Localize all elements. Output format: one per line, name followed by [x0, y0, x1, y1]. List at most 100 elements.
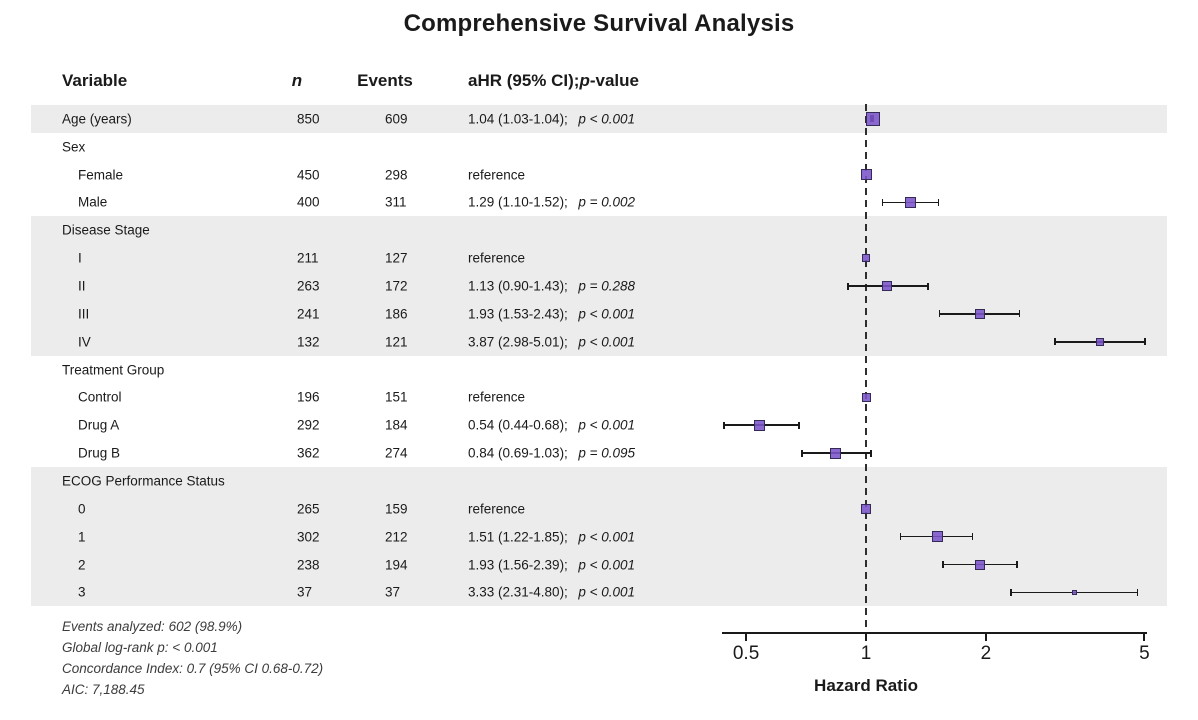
table-row: 0 265 159 reference: [31, 494, 1167, 523]
row-events-value: 121: [385, 334, 408, 350]
estimate-text: reference: [468, 167, 526, 183]
p-value-text: p < 0.001: [578, 417, 636, 433]
p-value-text: p < 0.001: [578, 306, 636, 322]
column-header-variable: Variable: [62, 71, 128, 90]
row-events-value: 212: [385, 529, 408, 545]
row-ahr-text: 1.93 (1.53-2.43); p < 0.001: [468, 306, 635, 321]
row-label: 2: [78, 557, 86, 573]
row-n-value: 265: [297, 501, 320, 517]
group-header-row: Treatment Group: [31, 355, 1167, 384]
row-label: Treatment Group: [62, 362, 165, 378]
row-label: 0: [78, 501, 86, 517]
row-events-value: 609: [385, 111, 408, 127]
row-label: Drug A: [78, 417, 120, 433]
row-events-value: 184: [385, 417, 408, 433]
row-ahr-text: 1.04 (1.03-1.04); p < 0.001: [468, 111, 635, 126]
hr-point-marker: [1096, 337, 1105, 346]
axis-tick: [865, 634, 867, 641]
row-events-value: 274: [385, 445, 408, 461]
row-n-value: 132: [297, 334, 320, 350]
estimate-text: 3.33 (2.31-4.80);: [468, 584, 572, 600]
row-ahr-text: 3.87 (2.98-5.01); p < 0.001: [468, 334, 635, 349]
ci-endcap: [938, 310, 941, 318]
axis-tick-label: 2: [980, 643, 992, 664]
row-label: Drug B: [78, 445, 121, 461]
row-label: Sex: [62, 139, 86, 155]
row-label: Disease Stage: [62, 222, 150, 238]
ci-endcap: [1054, 338, 1056, 346]
group-header-row: ECOG Performance Status: [31, 467, 1167, 495]
table-column-headers: Variable n Events aHR (95% CI); p -value: [0, 66, 1198, 96]
axis-tick: [1143, 634, 1146, 641]
table-row: Female 450 298 reference: [31, 160, 1167, 189]
hr-point-marker: [931, 531, 943, 543]
p-value-text: p = 0.288: [578, 278, 636, 294]
footnote-line: Global log-rank p: < 0.001: [62, 640, 218, 655]
hr-point-marker: [862, 254, 870, 263]
footnote-line: Concordance Index: 0.7 (95% CI 0.68-0.72…: [62, 661, 324, 676]
x-axis-title: Hazard Ratio: [814, 676, 918, 695]
row-ahr-text: 0.54 (0.44-0.68); p < 0.001: [468, 418, 635, 433]
axis-tick: [984, 634, 987, 641]
estimate-text: 1.04 (1.03-1.04);: [468, 111, 572, 127]
ci-endcap: [798, 421, 801, 429]
row-ahr-text: reference: [468, 251, 525, 266]
ci-endcap: [927, 282, 929, 290]
row-n-value: 292: [297, 417, 320, 433]
row-events-value: 186: [385, 306, 408, 322]
hr-point-marker: [904, 196, 916, 208]
row-n-value: 238: [297, 557, 320, 573]
p-italic: p: [579, 71, 590, 90]
ci-endcap: [1015, 561, 1018, 569]
group-header-row: Sex: [31, 132, 1167, 161]
table-row: IV 132 121 3.87 (2.98-5.01); p < 0.001: [31, 327, 1167, 356]
ci-endcap: [723, 421, 725, 429]
reference-line-hr1: [865, 104, 867, 634]
estimate-text: reference: [468, 250, 526, 266]
column-header-events: Events: [357, 71, 413, 90]
hr-point-marker: [865, 111, 880, 126]
row-events-value: 172: [385, 278, 408, 294]
table-row: Male 400 311 1.29 (1.10-1.52); p = 0.002: [31, 188, 1167, 217]
estimate-text: 1.29 (1.10-1.52);: [468, 194, 572, 210]
ci-endcap: [1018, 310, 1021, 318]
table-row: 3 37 37 3.33 (2.31-4.80); p < 0.001: [31, 578, 1167, 607]
column-header-ahr: aHR (95% CI); p -value: [468, 71, 639, 90]
group-header-row: Disease Stage: [31, 216, 1167, 245]
row-events-value: 194: [385, 557, 408, 573]
row-n-value: 450: [297, 167, 320, 183]
estimate-text: 1.93 (1.56-2.39);: [468, 557, 572, 573]
row-ahr-text: 1.29 (1.10-1.52); p = 0.002: [468, 195, 635, 210]
estimate-text: reference: [468, 389, 526, 405]
p-value-text: p = 0.095: [578, 445, 636, 461]
row-n-value: 263: [297, 278, 320, 294]
hr-point-marker: [974, 559, 985, 570]
axis-tick: [745, 634, 748, 641]
table-row: Drug B 362 274 0.84 (0.69-1.03); p = 0.095: [31, 439, 1167, 468]
estimate-text: 1.13 (0.90-1.43);: [468, 278, 572, 294]
row-label: Female: [78, 167, 124, 183]
ci-endcap: [942, 561, 944, 569]
column-header-n: n: [291, 71, 303, 90]
row-ahr-text: 1.51 (1.22-1.85); p < 0.001: [468, 529, 635, 544]
row-ahr-text: 3.33 (2.31-4.80); p < 0.001: [468, 585, 635, 600]
row-events-value: 298: [385, 167, 408, 183]
row-n-value: 302: [297, 529, 320, 545]
estimate-text: reference: [468, 501, 526, 517]
estimate-text: 0.84 (0.69-1.03);: [468, 445, 572, 461]
ci-endcap: [1143, 338, 1146, 346]
table-row: 1 302 212 1.51 (1.22-1.85); p < 0.001: [31, 522, 1167, 551]
row-label: Age (years): [62, 111, 132, 127]
row-label: 1: [78, 529, 86, 545]
hr-point-marker: [1071, 589, 1077, 595]
hr-point-marker: [861, 392, 871, 402]
ci-endcap: [937, 198, 940, 206]
estimate-text: 1.93 (1.53-2.43);: [468, 306, 572, 322]
row-label: Male: [78, 194, 108, 210]
row-label: III: [78, 306, 90, 322]
row-label: ECOG Performance Status: [62, 473, 225, 489]
row-events-value: 127: [385, 250, 408, 266]
table-row: Drug A 292 184 0.54 (0.44-0.68); p < 0.001: [31, 411, 1167, 440]
hr-point-marker: [860, 169, 872, 181]
row-n-value: 362: [297, 445, 320, 461]
